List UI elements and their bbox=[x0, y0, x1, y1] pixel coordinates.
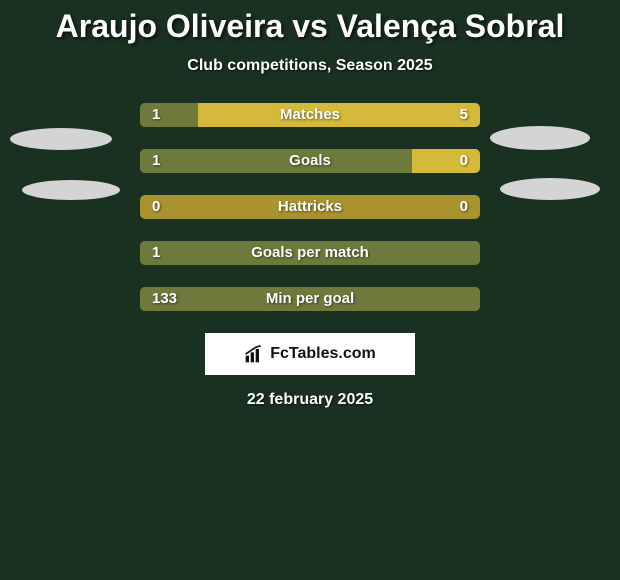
page-title: Araujo Oliveira vs Valença Sobral bbox=[0, 0, 620, 45]
stat-row-hattricks: 0Hattricks0 bbox=[140, 195, 480, 219]
stat-value-right: 0 bbox=[460, 195, 468, 219]
stat-row-goals-per-match: 1Goals per match bbox=[140, 241, 480, 265]
stat-label: Min per goal bbox=[140, 287, 480, 311]
stat-row-min-per-goal: 133Min per goal bbox=[140, 287, 480, 311]
side-ellipse-l1 bbox=[10, 128, 112, 150]
footer-date: 22 february 2025 bbox=[0, 391, 620, 409]
stat-row-matches: 1Matches5 bbox=[140, 103, 480, 127]
branding-text: FcTables.com bbox=[270, 345, 376, 363]
barchart-icon bbox=[244, 344, 264, 364]
stat-label: Hattricks bbox=[140, 195, 480, 219]
side-ellipse-l2 bbox=[22, 180, 120, 200]
comparison-bars: 1Matches51Goals00Hattricks01Goals per ma… bbox=[140, 103, 480, 311]
side-ellipse-r2 bbox=[500, 178, 600, 200]
stat-label: Goals bbox=[140, 149, 480, 173]
side-ellipse-r1 bbox=[490, 126, 590, 150]
branding-box: FcTables.com bbox=[205, 333, 415, 375]
page-subtitle: Club competitions, Season 2025 bbox=[0, 57, 620, 75]
stat-row-goals: 1Goals0 bbox=[140, 149, 480, 173]
stat-value-right: 0 bbox=[460, 149, 468, 173]
stat-value-right: 5 bbox=[460, 103, 468, 127]
stat-label: Goals per match bbox=[140, 241, 480, 265]
stat-label: Matches bbox=[140, 103, 480, 127]
